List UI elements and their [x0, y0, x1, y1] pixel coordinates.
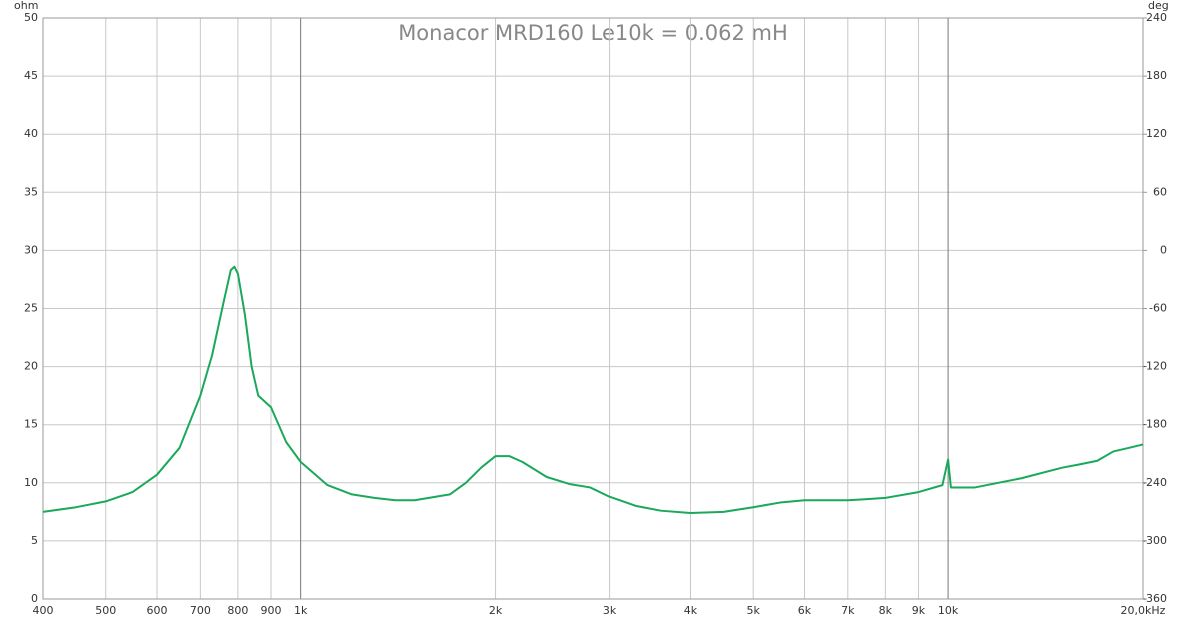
- y2-tick-label: 0: [1160, 243, 1167, 256]
- x-tick-label: 1k: [294, 604, 308, 617]
- x-tick-label: 10k: [938, 604, 959, 617]
- x-tick-label: 8k: [879, 604, 893, 617]
- impedance-line: [42, 265, 1144, 515]
- y2-tick-label: 180: [1146, 69, 1167, 82]
- y2-tick-label: 60: [1153, 185, 1167, 198]
- x-tick-label: 900: [261, 604, 282, 617]
- y-tick-label: 45: [24, 69, 38, 82]
- y-tick-label: 35: [24, 185, 38, 198]
- chart-title: Monacor MRD160 Le10k = 0.062 mH: [398, 21, 788, 45]
- x-tick-label: 2k: [489, 604, 503, 617]
- y-tick-label: 0: [31, 592, 38, 605]
- y2-tick-label: -120: [1142, 360, 1167, 373]
- x-tick-label: 20,0kHz: [1121, 604, 1166, 617]
- y2-tick-label: -360: [1142, 592, 1167, 605]
- x-tick-label: 5k: [747, 604, 761, 617]
- y-tick-label: 5: [31, 534, 38, 547]
- y2-tick-label: 120: [1146, 127, 1167, 140]
- x-tick-label: 700: [190, 604, 211, 617]
- x-tick-label: 600: [147, 604, 168, 617]
- y-tick-label: 15: [24, 418, 38, 431]
- y2-axis-label: deg: [1148, 0, 1169, 12]
- x-tick-label: 3k: [603, 604, 617, 617]
- y-axis-label: ohm: [14, 0, 38, 12]
- y2-tick-label: 240: [1146, 11, 1167, 24]
- y2-tick-label: -180: [1142, 418, 1167, 431]
- x-tick-label: 400: [33, 604, 54, 617]
- y-tick-label: 25: [24, 302, 38, 315]
- y-tick-label: 10: [24, 476, 38, 489]
- y-tick-label: 40: [24, 127, 38, 140]
- y2-tick-label: -300: [1142, 534, 1167, 547]
- x-tick-label: 7k: [841, 604, 855, 617]
- x-tick-label: 800: [227, 604, 248, 617]
- plot-border: [42, 17, 1144, 600]
- x-tick-label: 6k: [798, 604, 812, 617]
- y-tick-label: 50: [24, 11, 38, 24]
- y-tick-label: 20: [24, 360, 38, 373]
- y-tick-label: 30: [24, 243, 38, 256]
- y2-tick-label: -60: [1149, 302, 1167, 315]
- x-tick-label: 9k: [912, 604, 926, 617]
- x-tick-label: 500: [95, 604, 116, 617]
- y2-tick-label: -240: [1142, 476, 1167, 489]
- x-tick-label: 4k: [684, 604, 698, 617]
